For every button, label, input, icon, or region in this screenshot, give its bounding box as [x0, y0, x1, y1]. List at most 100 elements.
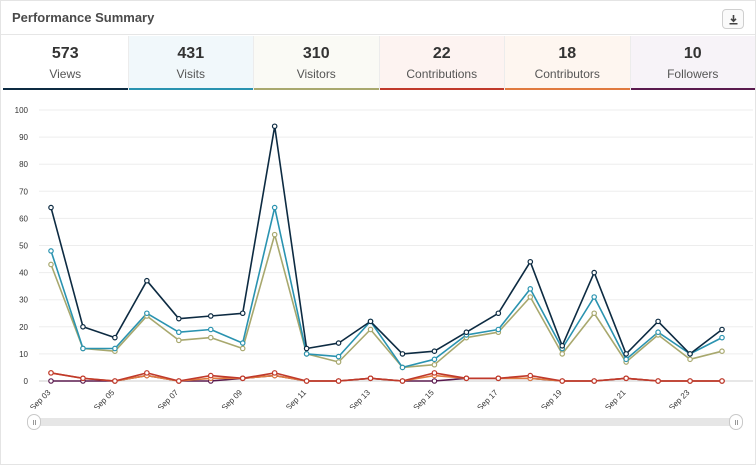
x-tick-label: Sep 09 [220, 388, 245, 409]
data-point-visitors [591, 310, 597, 317]
stat-value: 22 [432, 45, 451, 62]
data-point-visits [335, 353, 342, 360]
stat-label: Visitors [296, 67, 336, 81]
data-point-views [367, 318, 374, 325]
data-point-contributions [48, 370, 54, 376]
y-tick-label: 90 [19, 133, 28, 142]
slider-handle-right[interactable] [729, 414, 743, 430]
slider-handle-left[interactable] [27, 414, 41, 430]
stat-value: 10 [683, 45, 702, 62]
data-point-views [207, 313, 214, 319]
data-point-visits [591, 294, 597, 300]
x-tick-label: Sep 03 [28, 388, 53, 409]
stat-tab-contributions[interactable]: 22 Contributions [379, 36, 505, 90]
data-point-views [239, 310, 246, 317]
stat-tab-visits[interactable]: 431 Visits [128, 36, 254, 90]
data-point-views [399, 351, 406, 357]
data-point-visitors [559, 351, 566, 357]
data-point-contributions [271, 370, 278, 376]
data-point-views [431, 348, 438, 354]
data-point-views [687, 351, 693, 357]
data-point-contributions [367, 375, 374, 382]
y-tick-label: 40 [19, 269, 28, 278]
slider-track[interactable] [33, 418, 739, 426]
data-point-followers [48, 378, 54, 384]
data-point-visitors [367, 326, 374, 333]
data-point-contributions [495, 375, 502, 382]
download-icon [729, 15, 738, 25]
y-tick-label: 20 [19, 323, 28, 332]
x-tick-label: Sep 19 [539, 388, 564, 409]
data-point-contributions [719, 378, 725, 384]
data-point-contributions [591, 378, 597, 384]
stat-underline [3, 88, 128, 90]
data-point-visits [719, 334, 725, 341]
x-tick-label: Sep 15 [412, 388, 437, 409]
data-point-views [591, 269, 597, 276]
stat-value: 573 [51, 45, 79, 62]
download-button[interactable] [722, 9, 744, 29]
data-point-contributions [335, 378, 342, 384]
y-tick-label: 70 [19, 187, 28, 196]
data-point-views [112, 334, 118, 341]
stat-tab-contributors[interactable]: 18 Contributors [505, 36, 631, 90]
y-tick-label: 60 [19, 214, 28, 223]
data-point-contributions [176, 378, 182, 384]
data-point-visits [207, 326, 214, 333]
data-point-visits [48, 248, 54, 254]
data-point-contributions [623, 375, 629, 382]
stat-underline [630, 88, 755, 90]
data-point-views [527, 258, 534, 265]
series-line-visitors [50, 233, 723, 369]
data-point-views [463, 329, 470, 336]
data-point-visits [239, 340, 246, 346]
stat-underline [505, 88, 630, 90]
stat-tab-views[interactable]: 573 Views [3, 36, 129, 90]
stat-value: 310 [302, 45, 330, 62]
data-point-contributions [431, 370, 438, 376]
stat-underline [254, 88, 379, 90]
data-point-views [559, 342, 566, 349]
data-point-visits [271, 204, 278, 211]
data-point-visits [80, 345, 86, 352]
stat-tab-followers[interactable]: 10 Followers [630, 36, 755, 90]
data-point-visitors [207, 334, 214, 341]
y-tick-label: 100 [15, 106, 29, 115]
data-point-visits [527, 286, 534, 292]
data-point-contributions [80, 375, 86, 382]
data-point-visitors [719, 348, 725, 354]
data-point-visitors [271, 231, 278, 238]
data-point-views [144, 277, 150, 284]
data-point-views [303, 345, 310, 352]
x-tick-label: Sep 23 [667, 388, 692, 409]
data-point-contributions [239, 375, 246, 382]
x-tick-label: Sep 11 [284, 388, 308, 409]
data-point-visits [112, 345, 118, 352]
data-point-visitors [239, 345, 246, 352]
line-chart: 0 10 20 30 40 50 60 70 80 90 100 Sep 03 Sep 05 Sep 07… [15, 106, 753, 409]
data-point-contributions [144, 370, 150, 376]
y-tick-label: 10 [19, 350, 28, 359]
stat-label: Visits [176, 67, 205, 81]
data-point-contributions [399, 378, 406, 384]
stat-label: Contributors [534, 67, 600, 81]
x-tick-label: Sep 07 [156, 388, 181, 409]
data-point-visits [431, 356, 438, 363]
series-line-views [50, 125, 723, 355]
stat-label: Contributions [406, 67, 478, 81]
data-point-visits [144, 310, 150, 317]
stat-underline [379, 88, 504, 90]
range-slider[interactable] [27, 414, 745, 430]
y-tick-label: 30 [19, 296, 28, 305]
data-point-visits [655, 329, 661, 336]
data-point-contributions [112, 378, 118, 384]
stat-label: Views [49, 67, 82, 81]
data-point-contributions [687, 378, 693, 384]
data-point-contributions [303, 378, 310, 384]
page-title: Performance Summary [12, 10, 155, 25]
data-point-views [495, 310, 502, 317]
stat-tab-visitors[interactable]: 310 Visitors [254, 36, 380, 90]
x-tick-label: Sep 21 [603, 388, 628, 409]
x-tick-label: Sep 13 [348, 388, 373, 409]
